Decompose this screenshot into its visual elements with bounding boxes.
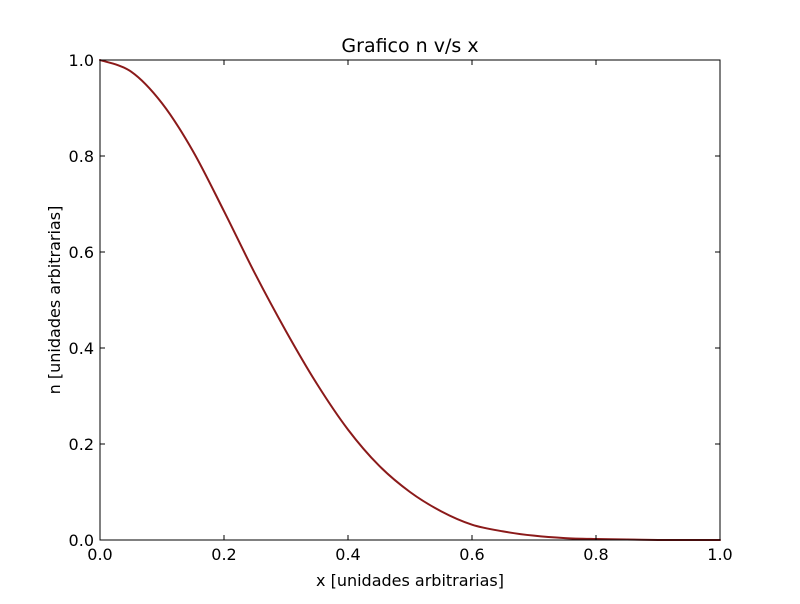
x-axis-label: x [unidades arbitrarias] (316, 571, 504, 590)
data-point (502, 531, 503, 532)
data-point (378, 465, 379, 466)
chart-title: Grafico n v/s x (341, 35, 478, 57)
data-point (347, 429, 348, 430)
y-tick-label: 0.0 (69, 531, 94, 550)
plot-area (100, 60, 720, 540)
data-point (409, 491, 410, 492)
y-axis-label: n [unidades arbitrarias] (45, 206, 64, 395)
data-point (471, 524, 472, 525)
series-line (99, 59, 721, 541)
ticks-layer: 0.0 0.2 0.4 0.6 0.8 1.0 0.0 0.2 0.4 0.6 0.8 1.0 (69, 51, 733, 564)
data-point (316, 383, 317, 384)
y-tick-label: 0.8 (69, 147, 94, 166)
series-layer (99, 59, 721, 541)
x-tick-label: 0.6 (459, 545, 484, 564)
data-point (440, 511, 441, 512)
data-point (285, 331, 286, 332)
y-tick-label: 0.6 (69, 243, 94, 262)
plot-frame (99, 59, 721, 541)
x-tick-label: 0.8 (583, 545, 608, 564)
data-point (564, 537, 565, 538)
x-tick-label: 1.0 (707, 545, 732, 564)
data-point (254, 273, 255, 274)
data-point (533, 535, 534, 536)
data-point (223, 211, 224, 212)
x-tick-label: 0.4 (335, 545, 360, 564)
y-tick-label: 0.4 (69, 339, 94, 358)
data-point (161, 103, 162, 104)
y-tick-label: 0.2 (69, 435, 94, 454)
x-tick-label: 0.0 (87, 545, 112, 564)
x-tick-label: 0.2 (211, 545, 236, 564)
y-tick-label: 1.0 (69, 51, 94, 70)
data-point (192, 151, 193, 152)
data-point (130, 71, 131, 72)
